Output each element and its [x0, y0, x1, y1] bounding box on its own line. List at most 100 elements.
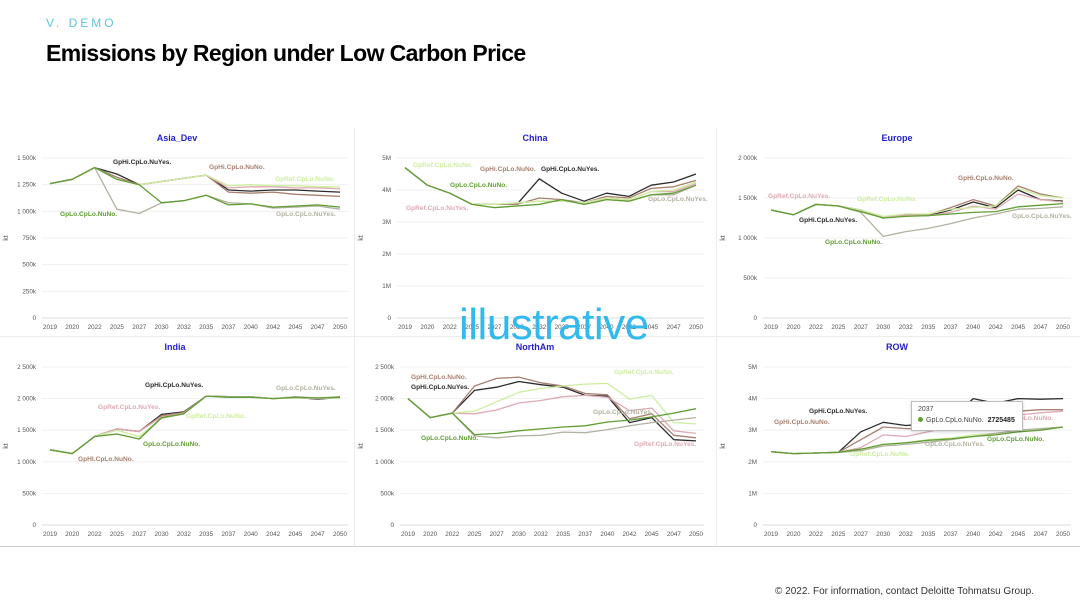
series-label: GpRef.CpLo.NuNo. — [275, 176, 335, 183]
x-tick-label: 2019 — [43, 324, 58, 331]
x-tick-label: 2019 — [764, 324, 779, 331]
series-label: GpLo.CpLo.NuYes. — [648, 196, 708, 203]
y-tick-label: 1 500k — [17, 427, 37, 434]
x-tick-label: 2022 — [88, 531, 103, 538]
x-tick-label: 2040 — [966, 324, 981, 331]
series-label: GpHi.CpLo.NuYes. — [411, 384, 469, 391]
x-tick-label: 2047 — [667, 531, 682, 538]
chart-title: NorthAm — [516, 342, 555, 352]
y-tick-label: 1 000k — [375, 459, 395, 466]
y-tick-label: 1 000k — [738, 235, 758, 242]
x-tick-label: 2025 — [110, 531, 125, 538]
x-tick-label: 2042 — [266, 324, 281, 331]
x-tick-label: 2037 — [221, 531, 236, 538]
series-label: GpLo.CpLo.NuYes. — [1012, 213, 1072, 220]
y-tick-label: 750k — [22, 235, 37, 242]
x-tick-label: 2019 — [401, 531, 416, 538]
y-tick-label: 3M — [748, 427, 757, 434]
x-tick-label: 2050 — [689, 324, 704, 331]
y-axis-label: kt — [720, 443, 727, 449]
illustrative-watermark: illustrative — [459, 300, 649, 349]
series-label: GpHi.CpLo.NuYes. — [145, 382, 203, 389]
x-tick-label: 2027 — [490, 531, 505, 538]
chart-title: China — [522, 133, 548, 143]
x-tick-label: 2032 — [177, 324, 192, 331]
chart-northam[interactable]: NorthAm 0 500k 1 000k 1 500k 2 000k 2 500k kt 20… — [355, 337, 716, 546]
x-tick-label: 2020 — [420, 324, 435, 331]
x-tick-label: 2020 — [423, 531, 438, 538]
x-tick-label: 2042 — [989, 324, 1004, 331]
series-line-gplo-cplo-nuno[interactable] — [404, 167, 697, 209]
chart-row[interactable]: ROW 0 1M 2M 3M 4M 5M kt 2019 2020 2022 2025 2027 2030… — [717, 337, 1080, 546]
x-tick-label: 2030 — [876, 531, 891, 538]
series-line-gplo-cplo-nuno[interactable] — [407, 398, 697, 436]
x-tick-label: 2025 — [467, 531, 482, 538]
x-tick-label: 2025 — [831, 324, 846, 331]
x-tick-label: 2035 — [921, 531, 936, 538]
y-tick-label: 2 000k — [17, 396, 37, 403]
series-line-gplo-cplo-nuno[interactable] — [49, 166, 341, 208]
x-tick-label: 2047 — [1034, 531, 1049, 538]
x-tick-label: 2045 — [645, 531, 660, 538]
series-label: GpRef.CpLo.NuNo. — [413, 162, 473, 169]
chart-china[interactable]: China 0 1M 2M 3M 4M 5M kt 2019 2020 2022 2025 2027 20… — [355, 128, 716, 336]
x-tick-label: 2050 — [1056, 531, 1071, 538]
x-tick-label: 2019 — [764, 531, 779, 538]
x-tick-label: 2050 — [1056, 324, 1071, 331]
y-tick-label: 2 500k — [17, 364, 37, 371]
divider-v-2 — [716, 128, 717, 546]
series-label: GpLo.CpLo.NuNo. — [825, 239, 882, 246]
y-tick-label: 1 000k — [17, 208, 37, 215]
x-tick-label: 2019 — [43, 531, 58, 538]
y-tick-label: 0 — [387, 315, 391, 322]
chart-title: Asia_Dev — [157, 133, 198, 143]
x-tick-label: 2032 — [177, 531, 192, 538]
x-tick-label: 2022 — [809, 531, 824, 538]
x-tick-label: 2040 — [244, 531, 259, 538]
x-tick-label: 2020 — [786, 531, 801, 538]
chart-india[interactable]: India 0 500k 1 000k 1 500k 2 000k 2 500k kt 2019… — [0, 337, 354, 546]
x-tick-label: 2037 — [944, 531, 959, 538]
y-tick-label: 5M — [382, 155, 391, 162]
series-label: GpHi.CpLo.NuYes. — [809, 408, 867, 415]
series-line-gplo-cplo-nuno[interactable] — [770, 426, 1064, 455]
x-tick-label: 2020 — [65, 531, 80, 538]
y-tick-label: 4M — [382, 187, 391, 194]
x-tick-label: 2040 — [966, 531, 981, 538]
series-line-gpref-cplo-nuno[interactable] — [407, 382, 697, 425]
series-label: GpRef.CpLo.NuNo. — [186, 413, 246, 420]
series-line-gplo-cplo-nuno[interactable] — [49, 395, 341, 455]
divider-v-1 — [354, 128, 355, 546]
series-label: GpHi.CpLo.NuYes. — [541, 166, 599, 173]
y-tick-label: 4M — [748, 396, 757, 403]
x-tick-label: 2045 — [1011, 324, 1026, 331]
tooltip-series-name: GpLo.CpLo.NuNo. — [926, 417, 984, 424]
y-tick-label: 1 500k — [17, 155, 37, 162]
x-tick-label: 2019 — [398, 324, 413, 331]
chart-asia-dev[interactable]: Asia_Dev 0 250k 500k 750k 1 000k 1 250k 1 500k k… — [0, 128, 354, 336]
y-tick-label: 1 000k — [17, 459, 37, 466]
series-label: GpLo.CpLo.NuYes. — [593, 409, 653, 416]
x-tick-label: 2042 — [623, 531, 638, 538]
x-tick-label: 2035 — [555, 324, 570, 331]
x-tick-label: 2025 — [110, 324, 125, 331]
x-tick-label: 2027 — [854, 531, 869, 538]
series-label: GpHi.CpLo.NuYes. — [799, 217, 857, 224]
x-tick-label: 2047 — [1034, 324, 1049, 331]
y-tick-label: 2 000k — [738, 155, 758, 162]
series-line-gplo-cplo-nuno[interactable] — [770, 202, 1064, 219]
x-tick-label: 2020 — [65, 324, 80, 331]
y-tick-label: 2 500k — [375, 364, 395, 371]
x-tick-label: 2027 — [854, 324, 869, 331]
y-tick-label: 1 500k — [375, 427, 395, 434]
chart-europe[interactable]: Europe 0 500k 1 000k 1 500k 2 000k kt 2019 2020 2… — [717, 128, 1080, 336]
x-tick-label: 2032 — [899, 531, 914, 538]
x-tick-label: 2050 — [333, 531, 348, 538]
series-label: GpRef.CpLo.NuNo. — [614, 369, 674, 376]
x-tick-label: 2030 — [512, 531, 527, 538]
x-tick-label: 2040 — [600, 531, 615, 538]
x-tick-label: 2027 — [488, 324, 503, 331]
y-tick-label: 0 — [32, 522, 36, 529]
series-line-gphi-cplo-nuno[interactable] — [407, 376, 697, 439]
series-label: GpRef.CpLo.NuNo. — [850, 451, 910, 458]
